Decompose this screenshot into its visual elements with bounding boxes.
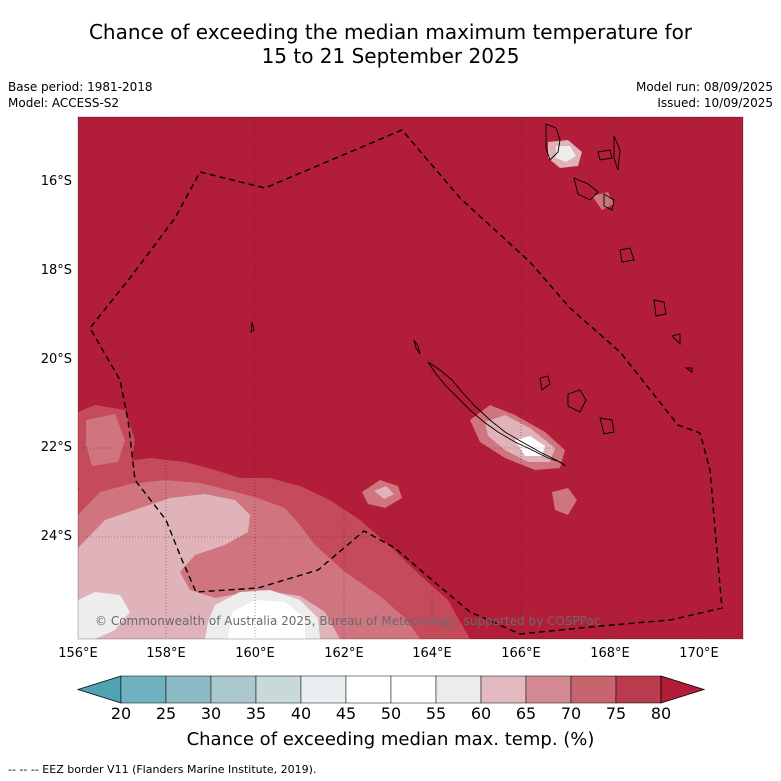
chart-title-line2: 15 to 21 September 2025	[261, 44, 520, 68]
meta-right: Model run: 08/09/2025 Issued: 10/09/2025	[636, 79, 773, 111]
colorbar-segment	[570, 675, 617, 704]
contour-60-vanuatu	[556, 146, 576, 162]
lon-label-162e: 162°E	[324, 646, 364, 661]
lon-label-166e: 166°E	[501, 646, 541, 661]
model-name: Model: ACCESS-S2	[8, 96, 120, 110]
colorbar-tick-45: 45	[335, 704, 357, 723]
colorbar-tick-30: 30	[200, 704, 222, 723]
vanuatu-island-5	[603, 193, 615, 211]
lat-label-24s: 24°S	[40, 529, 72, 544]
copyright-notice: © Commonwealth of Australia 2025, Bureau…	[95, 614, 601, 628]
colorbar-tick-55: 55	[425, 704, 447, 723]
model-run: Model run: 08/09/2025	[635, 80, 773, 94]
map-frame	[77, 116, 744, 640]
colorbar-tick-70: 70	[560, 704, 582, 723]
colorbar-segment	[210, 675, 257, 704]
colorbar-segment	[525, 675, 572, 704]
colorbar-segment	[390, 675, 437, 704]
coastlines	[250, 123, 693, 467]
colorbar-segment	[615, 675, 662, 704]
loyalty-island-3	[599, 417, 615, 435]
contour-50-south	[228, 600, 305, 639]
lat-label-22s: 22°S	[40, 440, 72, 455]
island-1	[413, 339, 421, 355]
colorbar-segment	[120, 675, 167, 704]
colorbar-segment	[300, 675, 347, 704]
colorbar-tick-80: 80	[650, 704, 672, 723]
colorbar-tick-60: 60	[470, 704, 492, 723]
colorbar-segment	[345, 675, 392, 704]
island-chesterfield	[250, 321, 255, 333]
colorbar-tick-25: 25	[155, 704, 177, 723]
eez-legend-note: -- -- -- EEZ border V11 (Flanders Marine…	[8, 763, 317, 776]
colorbar-label: Chance of exceeding median max. temp. (%…	[186, 729, 595, 750]
vanuatu-island-3	[613, 135, 621, 171]
lon-label-170e: 170°E	[679, 646, 719, 661]
island-east-2	[671, 333, 681, 346]
lon-label-160e: 160°E	[235, 646, 275, 661]
colorbar-tick-40: 40	[290, 704, 312, 723]
lat-label-18s: 18°S	[40, 263, 72, 278]
chart-title-line1: Chance of exceeding the median maximum t…	[88, 20, 693, 44]
contour-70-east-patch	[552, 488, 577, 515]
colorbar-tick-50: 50	[380, 704, 402, 723]
colorbar	[76, 675, 706, 704]
vanuatu-island-2	[597, 149, 613, 161]
vanuatu-island-4	[573, 177, 599, 201]
eez-border	[89, 129, 723, 635]
gridlines	[78, 117, 743, 639]
lat-label-20s: 20°S	[40, 352, 72, 367]
contour-60-southwest	[78, 592, 130, 639]
island-east-1	[653, 299, 667, 317]
vanuatu-island-6	[619, 247, 635, 263]
vanuatu-espiritu-santo	[545, 123, 561, 161]
contour-65-mid-patch	[374, 486, 394, 499]
lat-label-16s: 16°S	[40, 174, 72, 189]
colorbar-segment	[435, 675, 482, 704]
colorbar-tick-20: 20	[110, 704, 132, 723]
colorbar-extension-high	[660, 675, 706, 704]
map-area	[78, 117, 743, 639]
new-caledonia-coast	[427, 361, 567, 467]
colorbar-tick-35: 35	[245, 704, 267, 723]
lon-label-156e: 156°E	[58, 646, 98, 661]
colorbar-segment	[255, 675, 302, 704]
lon-label-168e: 168°E	[590, 646, 630, 661]
colorbar-tick-75: 75	[605, 704, 627, 723]
lon-label-158e: 158°E	[146, 646, 186, 661]
meta-left: Base period: 1981-2018 Model: ACCESS-S2	[8, 79, 153, 111]
contour-70-west	[86, 414, 125, 466]
colorbar-segment	[165, 675, 212, 704]
base-period: Base period: 1981-2018	[8, 80, 153, 94]
colorbar-extension-low	[76, 675, 122, 704]
lon-label-164e: 164°E	[412, 646, 452, 661]
island-east-3	[684, 367, 693, 373]
colorbar-tick-65: 65	[515, 704, 537, 723]
issued-date: Issued: 10/09/2025	[657, 96, 773, 110]
loyalty-island-1	[539, 375, 551, 391]
loyalty-island-2	[567, 389, 587, 413]
colorbar-segment	[480, 675, 527, 704]
